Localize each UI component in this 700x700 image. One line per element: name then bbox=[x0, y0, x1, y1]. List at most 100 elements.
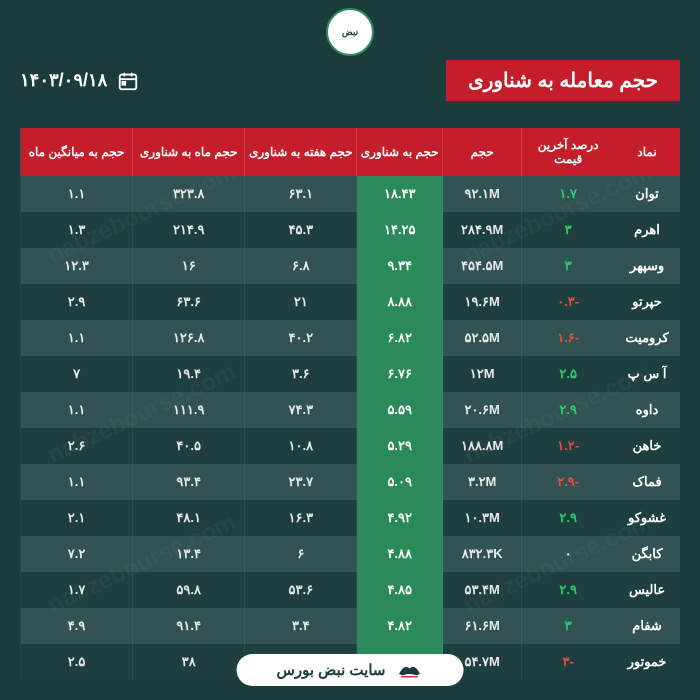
cell-month: ۶۳.۶ bbox=[133, 284, 245, 320]
cell-month: ۲۱۴.۹ bbox=[133, 212, 245, 248]
cell-symbol: اهرم bbox=[614, 212, 680, 248]
cell-month: ۱۱۱.۹ bbox=[133, 392, 245, 428]
table-row: کابگن۰۸۳۲.۳K۴.۸۸۶۱۳.۴۷.۲ bbox=[21, 536, 681, 572]
cell-pct: ۲.۹ bbox=[522, 572, 614, 608]
cell-volume: ۲۰.۶M bbox=[443, 392, 522, 428]
cell-pct: ۳ bbox=[522, 248, 614, 284]
cell-month: ۳۸ bbox=[133, 644, 245, 680]
table-row: داوه۲.۹۲۰.۶M۵.۵۹۷۴.۳۱۱۱.۹۱.۱ bbox=[21, 392, 681, 428]
table-row: کرومیت-۱.۶۵۲.۵M۶.۸۲۴۰.۲۱۲۶.۸۱.۱ bbox=[21, 320, 681, 356]
cell-pct: ۱.۷ bbox=[522, 176, 614, 212]
cell-week: ۱۶.۳ bbox=[245, 500, 357, 536]
cell-volume: ۱۰.۳M bbox=[443, 500, 522, 536]
col-header-symbol: نماد bbox=[614, 128, 680, 176]
cell-week: ۵۳.۶ bbox=[245, 572, 357, 608]
bull-icon bbox=[395, 660, 423, 680]
footer-text: سایت نبض بورس bbox=[277, 661, 386, 679]
cell-float: ۸.۸۸ bbox=[357, 284, 443, 320]
table-header-row: نماددرصد آخرین قیمتحجمحجم به شناوریحجم ه… bbox=[21, 128, 681, 176]
cell-float: ۴.۸۲ bbox=[357, 608, 443, 644]
table-body: توان۱.۷۹۲.۱M۱۸.۴۳۶۳.۱۳۲۳.۸۱.۱اهرم۳۲۸۴.۹M… bbox=[21, 176, 681, 680]
cell-week: ۲۳.۷ bbox=[245, 464, 357, 500]
cell-avg: ۲.۱ bbox=[21, 500, 133, 536]
cell-float: ۵.۵۹ bbox=[357, 392, 443, 428]
cell-week: ۱۰.۸ bbox=[245, 428, 357, 464]
cell-volume: ۹۲.۱M bbox=[443, 176, 522, 212]
cell-volume: ۱۹.۶M bbox=[443, 284, 522, 320]
cell-pct: ۰ bbox=[522, 536, 614, 572]
cell-month: ۴۸.۱ bbox=[133, 500, 245, 536]
cell-avg: ۱۲.۳ bbox=[21, 248, 133, 284]
cell-pct: ۳ bbox=[522, 608, 614, 644]
cell-symbol: آ س پ bbox=[614, 356, 680, 392]
cell-avg: ۱.۱ bbox=[21, 392, 133, 428]
cell-month: ۱۳.۴ bbox=[133, 536, 245, 572]
cell-float: ۵.۲۹ bbox=[357, 428, 443, 464]
cell-week: ۴۵.۳ bbox=[245, 212, 357, 248]
cell-avg: ۷ bbox=[21, 356, 133, 392]
cell-avg: ۷.۲ bbox=[21, 536, 133, 572]
data-table-wrap: نماددرصد آخرین قیمتحجمحجم به شناوریحجم ه… bbox=[20, 128, 680, 680]
cell-float: ۱۴.۲۵ bbox=[357, 212, 443, 248]
cell-symbol: توان bbox=[614, 176, 680, 212]
cell-avg: ۴.۹ bbox=[21, 608, 133, 644]
cell-float: ۶.۷۶ bbox=[357, 356, 443, 392]
cell-pct: -۳ bbox=[522, 644, 614, 680]
cell-month: ۴۰.۵ bbox=[133, 428, 245, 464]
cell-symbol: کابگن bbox=[614, 536, 680, 572]
col-header-float: حجم به شناوری bbox=[357, 128, 443, 176]
cell-symbol: خموتور bbox=[614, 644, 680, 680]
cell-symbol: عالیس bbox=[614, 572, 680, 608]
cell-symbol: خاهن bbox=[614, 428, 680, 464]
cell-pct: -۰.۳ bbox=[522, 284, 614, 320]
cell-symbol: کرومیت bbox=[614, 320, 680, 356]
brand-logo-top: نبض bbox=[326, 8, 374, 56]
cell-volume: ۵۳.۴M bbox=[443, 572, 522, 608]
cell-month: ۳۲۳.۸ bbox=[133, 176, 245, 212]
cell-symbol: حپرتو bbox=[614, 284, 680, 320]
table-row: وسپهر۳۴۵۴.۵M۹.۳۴۶.۸۱۶۱۲.۳ bbox=[21, 248, 681, 284]
table-row: آ س پ۲.۵۱۲M۶.۷۶۳.۶۱۹.۴۷ bbox=[21, 356, 681, 392]
col-header-pct: درصد آخرین قیمت bbox=[522, 128, 614, 176]
cell-float: ۴.۸۵ bbox=[357, 572, 443, 608]
cell-month: ۱۶ bbox=[133, 248, 245, 284]
col-header-volume: حجم bbox=[443, 128, 522, 176]
cell-float: ۴.۹۲ bbox=[357, 500, 443, 536]
cell-pct: -۲.۹ bbox=[522, 464, 614, 500]
cell-pct: ۲.۵ bbox=[522, 356, 614, 392]
cell-avg: ۲.۶ bbox=[21, 428, 133, 464]
cell-volume: ۱۸۸.۸M bbox=[443, 428, 522, 464]
page-title: حجم معامله به شناوری bbox=[446, 60, 680, 101]
brand-logo-text: نبض bbox=[342, 27, 358, 38]
table-row: شفام۳۶۱.۶M۴.۸۲۳.۴۹۱.۴۴.۹ bbox=[21, 608, 681, 644]
cell-volume: ۴۵۴.۵M bbox=[443, 248, 522, 284]
cell-float: ۴.۸۸ bbox=[357, 536, 443, 572]
cell-pct: ۲.۹ bbox=[522, 392, 614, 428]
cell-volume: ۵۲.۵M bbox=[443, 320, 522, 356]
cell-week: ۳.۶ bbox=[245, 356, 357, 392]
cell-avg: ۱.۱ bbox=[21, 464, 133, 500]
cell-volume: ۸۳۲.۳K bbox=[443, 536, 522, 572]
cell-month: ۵۹.۸ bbox=[133, 572, 245, 608]
cell-week: ۶۳.۱ bbox=[245, 176, 357, 212]
col-header-avg: حجم به میانگین ماه bbox=[21, 128, 133, 176]
cell-avg: ۱.۷ bbox=[21, 572, 133, 608]
calendar-icon bbox=[117, 70, 139, 92]
cell-float: ۱۸.۴۳ bbox=[357, 176, 443, 212]
date-display: ۱۴۰۳/۰۹/۱۸ bbox=[20, 70, 139, 92]
cell-avg: ۱.۱ bbox=[21, 320, 133, 356]
cell-symbol: غشوکو bbox=[614, 500, 680, 536]
table-row: عالیس۲.۹۵۳.۴M۴.۸۵۵۳.۶۵۹.۸۱.۷ bbox=[21, 572, 681, 608]
cell-week: ۳.۴ bbox=[245, 608, 357, 644]
cell-symbol: داوه bbox=[614, 392, 680, 428]
cell-month: ۱۲۶.۸ bbox=[133, 320, 245, 356]
table-row: توان۱.۷۹۲.۱M۱۸.۴۳۶۳.۱۳۲۳.۸۱.۱ bbox=[21, 176, 681, 212]
cell-volume: ۶۱.۶M bbox=[443, 608, 522, 644]
table-row: فماک-۲.۹۳.۲M۵.۰۹۲۳.۷۹۳.۴۱.۱ bbox=[21, 464, 681, 500]
cell-week: ۴۰.۲ bbox=[245, 320, 357, 356]
cell-week: ۲۱ bbox=[245, 284, 357, 320]
cell-month: ۹۳.۴ bbox=[133, 464, 245, 500]
cell-symbol: شفام bbox=[614, 608, 680, 644]
data-table: نماددرصد آخرین قیمتحجمحجم به شناوریحجم ه… bbox=[20, 128, 680, 680]
cell-avg: ۲.۹ bbox=[21, 284, 133, 320]
